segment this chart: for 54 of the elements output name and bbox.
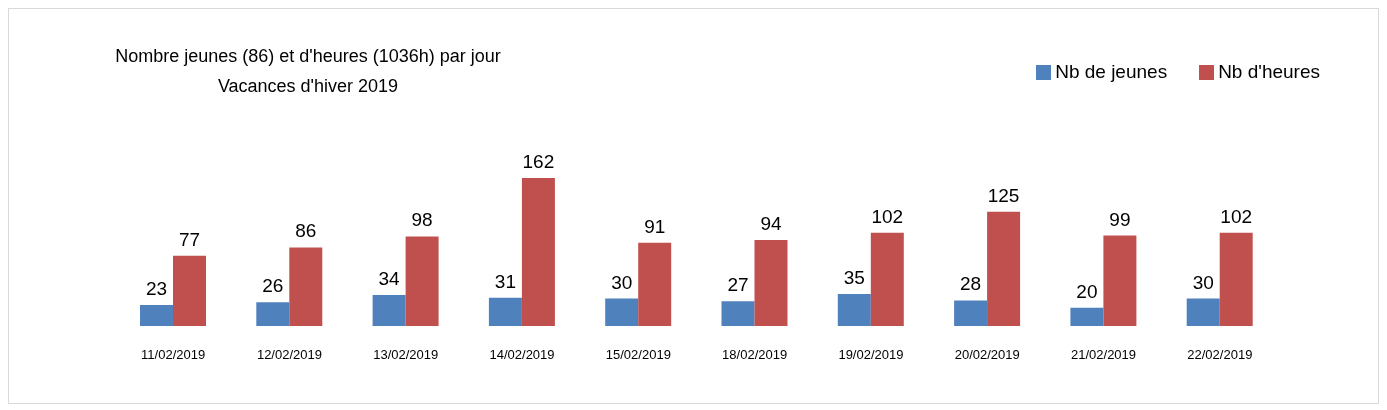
data-label: 35 [843,267,865,289]
data-label: 99 [1109,208,1131,230]
bar [1103,235,1137,326]
bar [954,300,988,326]
data-label: 31 [494,270,516,292]
data-label: 94 [760,213,782,235]
data-label: 91 [644,215,666,237]
data-label: 125 [987,184,1020,206]
bar [638,242,672,326]
data-label: 102 [1220,205,1253,227]
data-label: 20 [1076,280,1098,302]
bar [521,178,555,326]
bar [488,297,522,326]
bar [372,294,406,326]
data-label: 26 [262,275,284,297]
bar [256,302,290,326]
bar [1070,307,1104,326]
chart-subtitle: Vacances d'hiver 2019 [216,75,400,98]
data-label: 102 [871,205,904,227]
x-tick-label: 14/02/2019 [489,347,555,363]
x-tick-label: 21/02/2019 [1071,347,1137,363]
bar [605,298,639,326]
data-label: 30 [1192,271,1214,293]
bar [1186,298,1220,326]
x-tick-label: 20/02/2019 [954,347,1020,363]
legend-label: Nb d'heures [1218,61,1320,82]
x-tick-label: 19/02/2019 [838,347,904,363]
x-tick-label: 12/02/2019 [256,347,322,363]
x-tick-label: 11/02/2019 [141,347,206,363]
data-label: 86 [295,220,317,242]
x-tick-label: 22/02/2019 [1187,347,1253,363]
bar [721,301,755,326]
x-tick-label: 18/02/2019 [722,347,788,363]
data-label: 77 [178,228,201,250]
data-label: 30 [611,271,633,293]
legend-label: Nb de jeunes [1055,61,1168,82]
bar [870,232,904,326]
chart-title: Nombre jeunes (86) et d'heures (1036h) par jour [114,45,502,68]
bar [289,247,323,326]
data-label: 28 [960,273,982,295]
x-tick-label: 13/02/2019 [373,347,439,363]
bar [837,294,871,326]
data-label: 23 [145,277,168,299]
bar [1219,232,1253,326]
bar [987,211,1021,326]
data-label: 27 [727,274,749,296]
data-label: 162 [522,151,555,172]
data-label: 34 [378,267,401,289]
bar [754,240,788,326]
data-label: 98 [411,209,433,231]
x-tick-label: 15/02/2019 [605,347,671,363]
bar [173,255,206,326]
bar [405,236,439,326]
bar [140,304,173,326]
